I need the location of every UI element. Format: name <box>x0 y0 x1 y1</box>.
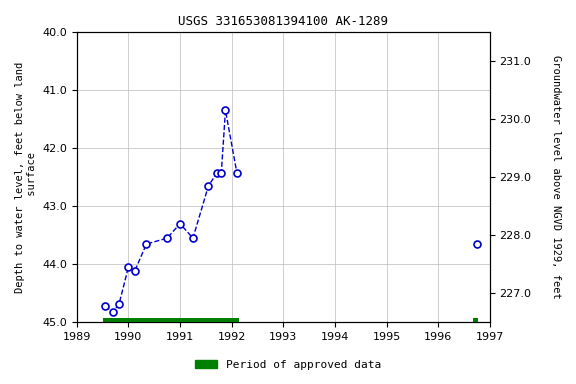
Y-axis label: Depth to water level, feet below land
 surface: Depth to water level, feet below land su… <box>15 61 37 293</box>
Y-axis label: Groundwater level above NGVD 1929, feet: Groundwater level above NGVD 1929, feet <box>551 55 561 299</box>
Title: USGS 331653081394100 AK-1289: USGS 331653081394100 AK-1289 <box>179 15 388 28</box>
Legend: Period of approved data: Period of approved data <box>191 356 385 375</box>
